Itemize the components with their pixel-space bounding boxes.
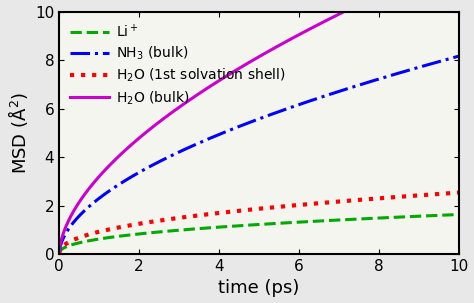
H$_2$O (bulk) — [232, 69, 238, 72]
Line: H$_2$O (bulk): H$_2$O (bulk) — [59, 0, 459, 254]
H$_2$O (1st solvation shell) — [218, 211, 224, 215]
Li$^+$ — [218, 225, 224, 229]
Legend: Li$^+$, NH$_3$ (bulk), H$_2$O (1st solvation shell), H$_2$O (bulk): Li$^+$, NH$_3$ (bulk), H$_2$O (1st solva… — [66, 18, 290, 111]
H$_2$O (bulk) — [218, 78, 224, 82]
NH$_3$ (bulk) — [56, 252, 62, 256]
H$_2$O (1st solvation shell) — [56, 252, 62, 256]
Li$^+$ — [375, 216, 381, 220]
H$_2$O (bulk) — [56, 252, 62, 256]
H$_2$O (1st solvation shell) — [375, 197, 381, 200]
Li$^+$ — [56, 252, 62, 256]
Line: H$_2$O (1st solvation shell): H$_2$O (1st solvation shell) — [59, 193, 459, 254]
H$_2$O (1st solvation shell) — [232, 209, 238, 213]
Li$^+$ — [232, 224, 238, 228]
H$_2$O (1st solvation shell) — [331, 200, 337, 204]
Line: NH$_3$ (bulk): NH$_3$ (bulk) — [59, 56, 459, 254]
H$_2$O (bulk) — [97, 174, 103, 177]
NH$_3$ (bulk) — [218, 132, 224, 135]
NH$_3$ (bulk) — [97, 196, 103, 199]
Li$^+$ — [331, 218, 337, 222]
H$_2$O (1st solvation shell) — [456, 191, 462, 195]
H$_2$O (1st solvation shell) — [368, 197, 374, 201]
H$_2$O (bulk) — [331, 15, 337, 19]
X-axis label: time (ps): time (ps) — [219, 279, 300, 298]
H$_2$O (bulk) — [368, 0, 374, 1]
NH$_3$ (bulk) — [331, 91, 337, 95]
NH$_3$ (bulk) — [368, 80, 374, 83]
NH$_3$ (bulk) — [375, 78, 381, 81]
Li$^+$ — [97, 237, 103, 241]
NH$_3$ (bulk) — [232, 126, 238, 130]
H$_2$O (1st solvation shell) — [97, 230, 103, 233]
NH$_3$ (bulk) — [456, 54, 462, 58]
Li$^+$ — [368, 217, 374, 220]
Line: Li$^+$: Li$^+$ — [59, 215, 459, 254]
Y-axis label: MSD (Å$^2$): MSD (Å$^2$) — [6, 92, 29, 174]
Li$^+$ — [456, 213, 462, 216]
